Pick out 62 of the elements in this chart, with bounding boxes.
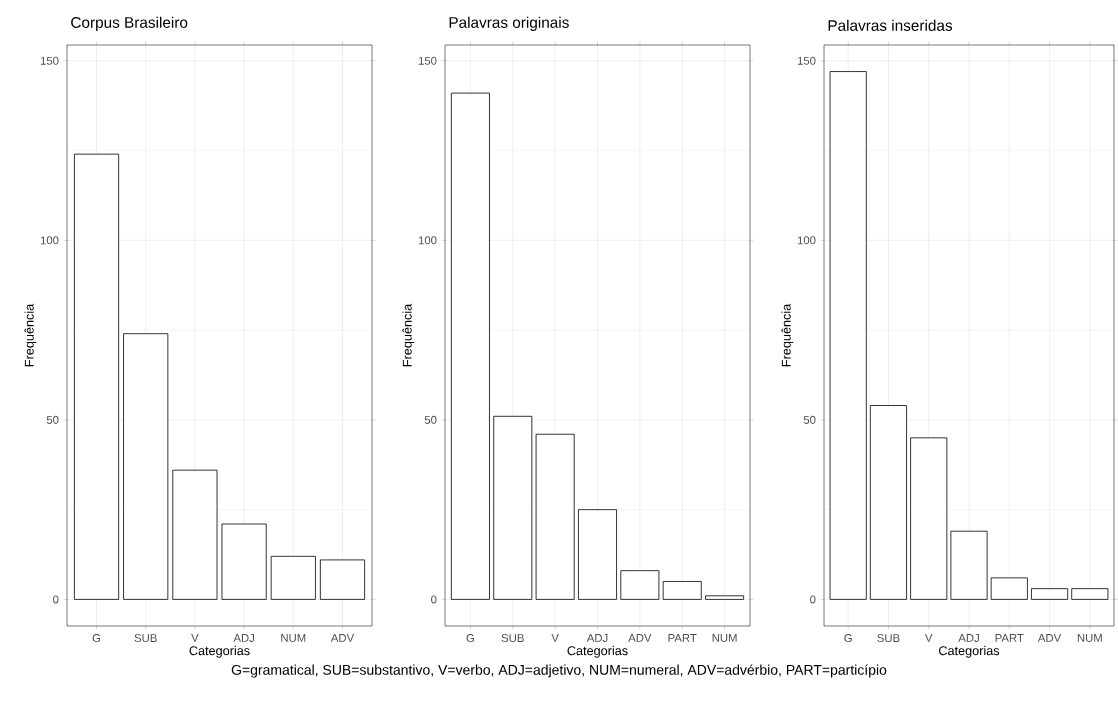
y-axis-title: Frequência	[402, 303, 415, 367]
x-tick-label: V	[191, 634, 199, 642]
bar	[73, 153, 120, 600]
bar	[1071, 588, 1109, 600]
x-tick-label: ADV	[330, 634, 355, 642]
x-tick-label: G	[92, 634, 101, 643]
x-tick-label: SUB	[134, 634, 157, 643]
bar	[221, 523, 267, 600]
x-tick-label: V	[924, 634, 933, 642]
x-tick-label: PART	[668, 634, 697, 642]
y-tick-label: 0	[431, 595, 437, 604]
bar	[578, 509, 617, 600]
x-tick-label: G	[466, 634, 474, 643]
bar	[450, 92, 490, 600]
y-tick-label: 150	[418, 56, 437, 65]
bar	[172, 469, 218, 600]
x-axis-title: Categorias	[189, 645, 250, 658]
text: G=gramatical, SUB=substantivo, V=verbo, ADJ=adjetivo, NUM=numeral, ADV=advérbio, PART=particípio	[231, 664, 887, 678]
x-axis-title: Categorias	[567, 645, 628, 658]
y-tick-label: 0	[53, 595, 59, 604]
x-tick-label: SUB	[877, 634, 900, 643]
bar	[319, 559, 366, 600]
bar	[493, 415, 533, 600]
y-tick-label: 100	[418, 236, 437, 245]
x-tick-label: NUM	[1077, 634, 1102, 642]
y-tick-label: 0	[810, 595, 816, 604]
y-tick-label: 50	[424, 415, 437, 424]
bar	[829, 71, 867, 600]
x-tick-label: SUB	[501, 634, 524, 643]
x-tick-label: ADJ	[958, 634, 979, 642]
bar	[535, 433, 575, 600]
x-tick-label: ADV	[1037, 634, 1062, 642]
x-tick-label: ADJ	[586, 634, 608, 642]
bar	[1031, 588, 1069, 600]
bar	[950, 530, 988, 600]
bar	[705, 595, 745, 600]
y-tick-label: 100	[40, 236, 59, 245]
bar	[910, 437, 948, 600]
y-axis-title: Frequência	[781, 303, 794, 367]
x-tick-label: V	[551, 634, 559, 642]
y-tick-label: 100	[797, 236, 816, 245]
y-tick-label: 50	[803, 415, 816, 424]
x-tick-label: G	[844, 634, 852, 643]
y-tick-label: 150	[797, 56, 816, 65]
bar	[123, 333, 169, 600]
bar	[662, 581, 702, 600]
bar	[270, 555, 316, 600]
chart-title: Palavras inseridas	[828, 19, 953, 31]
y-tick-label: 150	[40, 56, 59, 65]
x-axis-title: Categorias	[939, 645, 1000, 658]
y-tick-label: 50	[46, 415, 59, 424]
x-tick-label: NUM	[712, 634, 737, 642]
y-axis-title: Frequência	[24, 303, 37, 367]
bar	[620, 570, 660, 600]
x-tick-label: NUM	[281, 634, 306, 642]
chart-title: Corpus Brasileiro	[71, 16, 188, 31]
x-tick-label: ADJ	[233, 634, 254, 642]
x-tick-label: PART	[995, 634, 1024, 642]
bar	[990, 577, 1028, 600]
chart-title: Palavras originais	[449, 16, 569, 31]
x-tick-label: ADV	[628, 634, 652, 642]
bar	[869, 405, 907, 600]
